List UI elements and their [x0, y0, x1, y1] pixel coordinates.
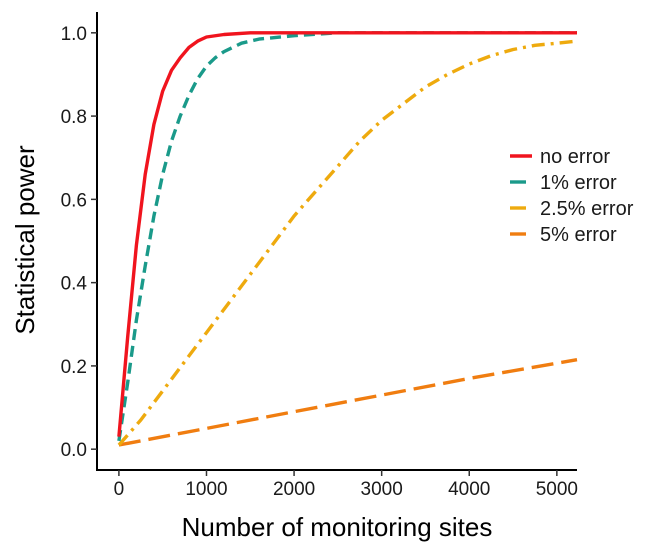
- x-tick-label: 2000: [273, 479, 315, 500]
- series-line-no-error: [117, 31, 577, 437]
- x-tick-label: 3000: [361, 479, 403, 500]
- x-tick-label: 1000: [185, 479, 227, 500]
- series-lines: [117, 31, 578, 447]
- legend-label: 5% error: [540, 224, 617, 246]
- y-tick-label: 0.4: [61, 274, 88, 295]
- y-axis-ticks: 0.0 0.2 0.4 0.6 0.8 1.0: [61, 24, 97, 461]
- legend-label: 2.5% error: [540, 198, 634, 220]
- y-tick-label: 0.8: [61, 107, 87, 128]
- series-line-5-error: [118, 358, 578, 447]
- legend-label: 1% error: [540, 172, 617, 194]
- x-tick-label: 5000: [536, 479, 578, 500]
- legend: no error 1% error 2.5% error 5% error: [510, 146, 634, 246]
- y-tick-label: 0.2: [61, 357, 87, 378]
- x-tick-label: 0: [114, 479, 125, 500]
- x-axis-title: Number of monitoring sites: [182, 512, 493, 542]
- series-line-2-5-error: [117, 39, 578, 447]
- y-tick-label: 0.6: [61, 190, 87, 211]
- axes: [96, 12, 577, 471]
- legend-label: no error: [540, 146, 610, 168]
- y-axis-title: Statistical power: [10, 145, 40, 335]
- y-tick-label: 1.0: [61, 24, 87, 45]
- y-tick-label: 0.0: [61, 440, 87, 461]
- x-tick-label: 4000: [448, 479, 490, 500]
- series-line-1-error: [117, 31, 577, 442]
- x-axis-ticks: 0 1000 2000 3000 4000 5000: [114, 470, 578, 500]
